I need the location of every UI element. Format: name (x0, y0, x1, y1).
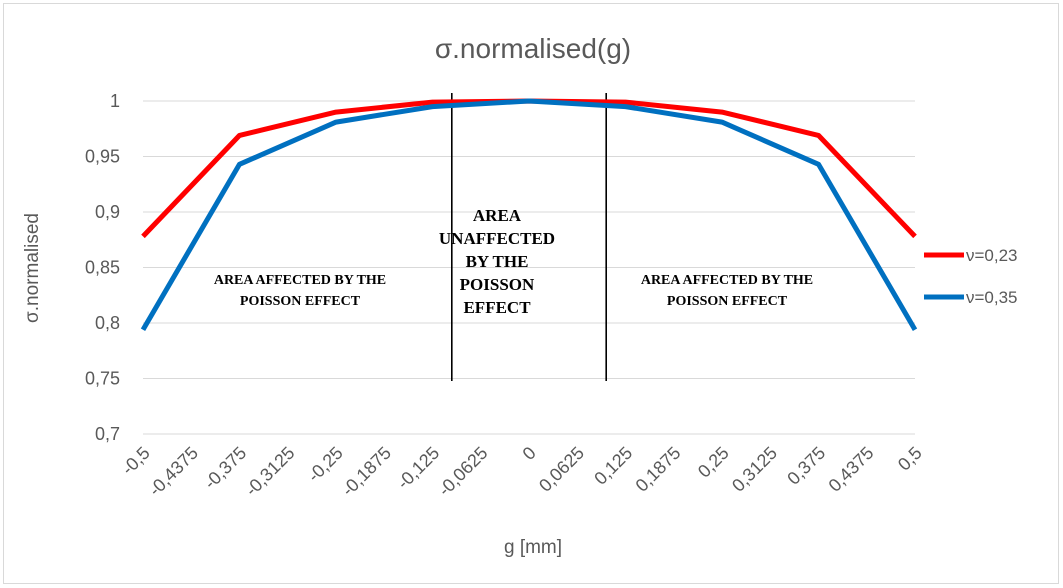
series-line (141, 98, 917, 239)
y-tick-label: 0,95 (85, 147, 120, 167)
annotation-left: AREA AFFECTED BY THE (214, 273, 386, 288)
y-tick-labels: 0,7 0,75 0,8 0,85 0,9 0,95 1 (85, 91, 120, 444)
series-lines (140, 98, 918, 331)
x-tick-label: 0,125 (590, 443, 636, 489)
y-tick-label: 0,75 (85, 369, 120, 389)
y-tick-label: 0,85 (85, 258, 120, 278)
region-dividers (450, 93, 608, 381)
y-tick-label: 0,8 (95, 313, 120, 333)
annotation-right: POISSON EFFECT (667, 294, 788, 309)
x-tick-labels: -0,5-0,4375-0,375-0,3125 -0,25-0,1875-0,1… (118, 443, 926, 500)
x-tick-label: 0,0625 (535, 443, 588, 496)
chart-title: σ.normalised(g) (435, 33, 631, 64)
x-tick-label: 0,375 (783, 443, 829, 489)
legend-entry: ν=0,35 (966, 288, 1018, 307)
y-tick-label: 0,7 (95, 424, 120, 444)
series-line (140, 98, 918, 331)
x-tick-label: -0,25 (304, 443, 347, 486)
x-tick-label: -0,0625 (434, 443, 491, 500)
annotation-center: EFFECT (463, 298, 531, 317)
annotations: AREA AFFECTED BY THE POISSON EFFECT AREA UN… (214, 206, 813, 317)
x-axis-label: g [mm] (504, 537, 562, 558)
legend: ν=0,23 ν=0,35 (924, 246, 1018, 307)
annotation-right: AREA AFFECTED BY THE (641, 273, 813, 288)
x-tick-label: -0,1875 (338, 443, 395, 500)
legend-entry: ν=0,23 (966, 246, 1018, 265)
x-tick-label: 0,4375 (825, 443, 878, 496)
annotation-center: POISSON (460, 275, 535, 294)
x-tick-label: 0,25 (694, 443, 733, 482)
x-tick-label: 0,5 (894, 443, 926, 475)
gridlines (143, 100, 915, 435)
annotation-center: UNAFFECTED (439, 229, 555, 248)
y-tick-label: 0,9 (95, 202, 120, 222)
y-tick-label: 1 (110, 91, 120, 111)
x-tick-label: -0,3125 (241, 443, 298, 500)
x-tick-label: -0,4375 (145, 443, 202, 500)
x-tick-label: 0 (519, 443, 540, 464)
annotation-center: AREA (473, 206, 522, 225)
annotation-center: BY THE (466, 252, 529, 271)
y-axis-label: σ.normalised (22, 213, 43, 323)
x-tick-label: 0,3125 (728, 443, 781, 496)
x-tick-label: -0,5 (118, 443, 154, 479)
annotation-left: POISSON EFFECT (240, 294, 361, 309)
x-tick-label: 0,1875 (632, 443, 685, 496)
